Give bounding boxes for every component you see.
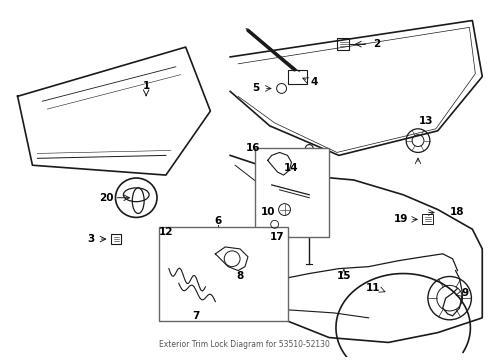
Text: 17: 17 — [270, 232, 285, 242]
Text: 10: 10 — [260, 207, 274, 217]
Text: 6: 6 — [214, 216, 222, 226]
Text: 20: 20 — [99, 193, 114, 203]
FancyBboxPatch shape — [421, 215, 432, 224]
Text: 8: 8 — [236, 271, 243, 282]
Text: 3: 3 — [87, 234, 94, 244]
FancyBboxPatch shape — [287, 70, 306, 85]
Text: 1: 1 — [142, 81, 149, 91]
FancyBboxPatch shape — [288, 208, 299, 217]
Text: 12: 12 — [158, 227, 173, 237]
Text: 4: 4 — [310, 77, 317, 86]
Circle shape — [305, 145, 313, 152]
Text: 13: 13 — [418, 116, 432, 126]
Text: 18: 18 — [449, 207, 464, 217]
Text: 9: 9 — [461, 288, 468, 298]
FancyBboxPatch shape — [110, 234, 121, 244]
Text: 2: 2 — [372, 39, 379, 49]
Text: Exterior Trim Lock Diagram for 53510-52130: Exterior Trim Lock Diagram for 53510-521… — [159, 340, 329, 349]
Text: 15: 15 — [336, 271, 350, 282]
FancyBboxPatch shape — [254, 148, 328, 237]
Text: 11: 11 — [366, 283, 380, 293]
FancyBboxPatch shape — [336, 38, 348, 50]
Text: 14: 14 — [284, 163, 298, 173]
Text: 16: 16 — [245, 144, 260, 153]
Text: 5: 5 — [252, 84, 259, 94]
FancyBboxPatch shape — [159, 227, 287, 321]
Text: 19: 19 — [393, 215, 407, 224]
Text: 7: 7 — [191, 311, 199, 321]
